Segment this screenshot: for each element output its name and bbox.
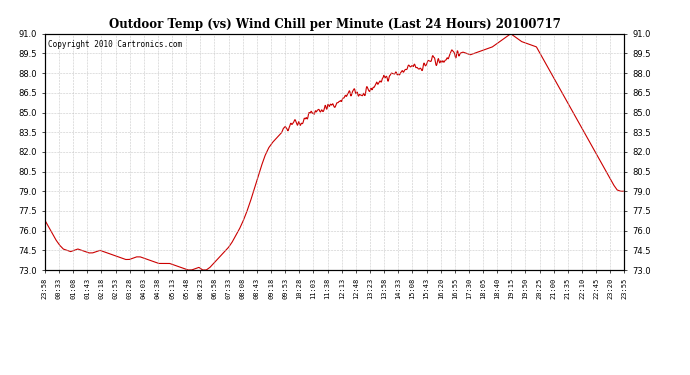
Title: Outdoor Temp (vs) Wind Chill per Minute (Last 24 Hours) 20100717: Outdoor Temp (vs) Wind Chill per Minute …: [109, 18, 560, 31]
Text: Copyright 2010 Cartronics.com: Copyright 2010 Cartronics.com: [48, 40, 182, 49]
